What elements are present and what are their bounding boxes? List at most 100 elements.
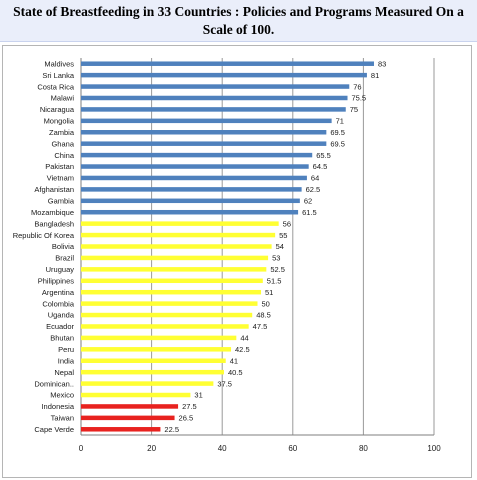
category-label: India [58,356,75,365]
data-label: 48.5 [256,311,271,320]
bar [81,152,313,158]
bar [81,324,249,329]
bar [81,267,267,272]
category-label: Mongolia [44,117,75,126]
category-label: Ecuador [46,322,74,331]
category-label: Nepal [54,368,74,377]
data-label: 42.5 [235,345,250,354]
bar [81,130,327,135]
data-label: 81 [371,71,379,80]
chart-title-line-2: Scale of 100. [202,22,275,37]
data-label: 75 [350,105,358,114]
category-label: Maldives [44,59,74,68]
x-tick-label: 20 [147,444,156,453]
category-label: Philippines [38,276,75,285]
bar [81,358,226,363]
data-label: 54 [276,242,284,251]
data-label: 51.5 [267,276,282,285]
category-label: Bangladesh [34,219,74,228]
bar [81,118,332,124]
bar [81,289,262,295]
data-label: 64 [311,174,319,183]
data-label: 53 [272,254,280,263]
bar [81,198,300,204]
category-label: Sri Lanka [42,71,75,80]
data-label: 40.5 [228,368,243,377]
x-tick-label: 40 [218,444,227,453]
category-label: Brazil [55,254,74,263]
bar [81,381,214,386]
chart-title: State of Breastfeeding in 33 Countries :… [0,0,477,42]
category-label: Pakistan [45,162,74,171]
x-tick-label: 0 [79,444,84,453]
data-label: 76 [353,82,361,91]
bar [81,141,327,146]
data-label: 75.5 [352,94,367,103]
category-label: Cape Verde [34,425,74,434]
category-label: Argentina [42,288,75,297]
data-label: 31 [194,391,202,400]
category-label: Uganda [48,311,75,320]
category-label: Dominican.. [34,379,74,388]
category-label: China [54,151,74,160]
bar [81,84,350,89]
data-label: 62.5 [306,185,321,194]
data-label: 26.5 [179,414,194,423]
x-tick-label: 80 [359,444,368,453]
data-label: 64.5 [313,162,328,171]
category-label: Ghana [51,139,74,148]
category-label: Costa Rica [37,82,75,91]
category-label: Indonesia [41,402,74,411]
bar [81,164,309,169]
category-label: Taiwan [51,414,74,423]
category-label: Colombia [42,299,75,308]
data-label: 69.5 [330,139,345,148]
category-label: Bhutan [50,334,74,343]
bar [81,232,276,238]
category-label: Zambia [49,128,75,137]
chart-title-line-1: State of Breastfeeding in 33 Countries :… [13,4,464,19]
x-tick-label: 100 [427,444,441,453]
bar [81,392,191,398]
bar [81,175,307,181]
data-label: 69.5 [330,128,345,137]
category-label: Mozambique [31,208,74,217]
bar [81,369,224,375]
data-label: 51 [265,288,273,297]
data-label: 71 [336,117,344,126]
chart-frame [2,45,472,478]
data-label: 47.5 [253,322,268,331]
category-label: Nicaragua [40,105,75,114]
bar [81,61,374,66]
data-label: 22.5 [164,425,179,434]
data-label: 56 [283,219,291,228]
bar [81,278,263,284]
category-label: Mexico [50,391,74,400]
data-label: 41 [230,356,238,365]
bar [81,95,348,101]
data-label: 50 [262,299,270,308]
category-label: Peru [58,345,74,354]
bar [81,427,161,432]
category-label: Bolivia [52,242,75,251]
x-tick-label: 60 [288,444,297,453]
bar [81,221,279,226]
data-label: 37.5 [217,379,232,388]
data-label: 83 [378,59,386,68]
category-label: Gambia [48,197,75,206]
bar [81,301,258,306]
data-label: 61.5 [302,208,317,217]
bar [81,404,179,409]
category-label: Vietnam [47,174,74,183]
data-label: 27.5 [182,402,197,411]
bar [81,244,272,249]
bar [81,107,346,112]
data-label: 52.5 [270,265,285,274]
bar [81,415,175,421]
bar [81,72,367,78]
data-label: 55 [279,231,287,240]
category-label: Malawi [51,94,75,103]
category-label: Afghanistan [34,185,74,194]
bar [81,312,253,318]
bar [81,255,269,261]
